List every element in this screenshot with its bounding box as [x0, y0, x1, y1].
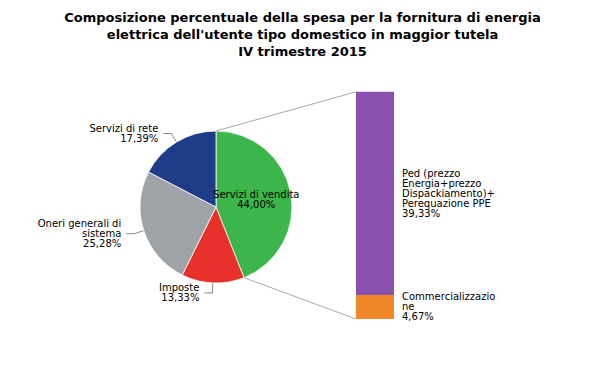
svg-text:Energia+prezzo: Energia+prezzo	[402, 177, 482, 189]
svg-text:elettrica dell'utente tipo dom: elettrica dell'utente tipo domestico in …	[107, 27, 498, 42]
svg-text:Imposte: Imposte	[159, 282, 200, 294]
svg-text:Servizi di rete: Servizi di rete	[89, 123, 159, 134]
svg-text:Commercializzazio: Commercializzazio	[402, 291, 495, 302]
svg-text:Perequazione PPE: Perequazione PPE	[402, 197, 491, 209]
svg-text:sistema: sistema	[82, 228, 122, 240]
svg-text:13,33%: 13,33%	[161, 292, 199, 303]
svg-text:Composizione percentuale della: Composizione percentuale della spesa per…	[64, 10, 540, 25]
svg-text:Ped (prezzo: Ped (prezzo	[402, 167, 461, 179]
svg-text:ne: ne	[402, 301, 415, 313]
svg-text:44,00%: 44,00%	[237, 199, 275, 210]
svg-text:25,28%: 25,28%	[83, 238, 121, 249]
svg-text:Servizi di vendita: Servizi di vendita	[213, 188, 300, 200]
svg-text:4,67%: 4,67%	[402, 311, 434, 322]
svg-text:IV trimestre 2015: IV trimestre 2015	[238, 44, 367, 59]
svg-text:Dispackiamento)+: Dispackiamento)+	[402, 187, 495, 199]
svg-text:Oneri generali di: Oneri generali di	[37, 218, 122, 230]
svg-text:39,33%: 39,33%	[402, 208, 440, 219]
svg-text:17,39%: 17,39%	[120, 133, 158, 144]
